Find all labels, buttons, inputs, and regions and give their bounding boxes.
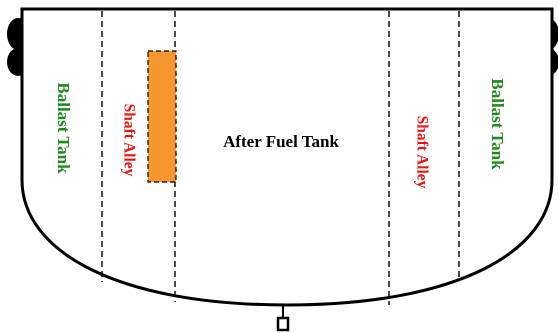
label-ballast-tank-left: Ballast Tank (54, 82, 73, 174)
keel-drain-box (276, 316, 290, 332)
label-shaft-alley-left: Shaft Alley (120, 104, 137, 177)
highlight-box (147, 50, 177, 183)
label-ballast-tank-right: Ballast Tank (488, 78, 507, 170)
label-shaft-alley-right: Shaft Alley (413, 116, 430, 189)
label-after-fuel-tank: After Fuel Tank (223, 132, 339, 151)
